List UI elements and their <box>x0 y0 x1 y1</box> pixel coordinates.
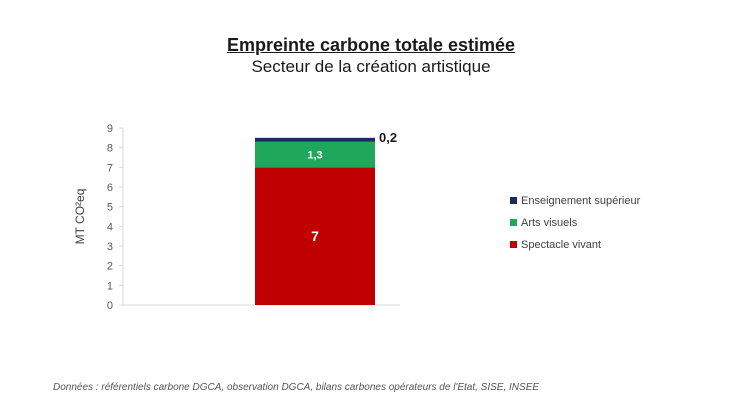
y-tick-label: 4 <box>107 221 113 233</box>
y-tick-label: 3 <box>107 241 113 253</box>
legend-label-arts-visuels: Arts visuels <box>521 217 578 229</box>
y-tick-label: 7 <box>107 162 113 174</box>
chart-subtitle: Secteur de la création artistique <box>251 57 491 76</box>
data-label-spectacle-vivant: 7 <box>311 228 319 244</box>
legend-swatch-spectacle-vivant <box>510 241 517 248</box>
bar-segment-enseignement-sup-rieur <box>255 137 375 142</box>
data-label-enseignement-sup-rieur: 0,2 <box>379 130 397 145</box>
chart-title: Empreinte carbone totale estimée <box>226 35 516 55</box>
y-tick-label: 1 <box>107 280 113 292</box>
y-tick-label: 9 <box>107 123 113 135</box>
bar-segment-arts-visuels <box>255 141 375 168</box>
y-tick-label: 2 <box>107 261 113 273</box>
y-tick-label: 6 <box>107 182 113 194</box>
y-tick-label: 5 <box>107 202 113 214</box>
legend-swatch-enseignement-sup-rieur <box>510 197 517 204</box>
data-label-arts-visuels: 1,3 <box>307 150 322 162</box>
data-source-note: Données : référentiels carbone DGCA, obs… <box>53 382 540 393</box>
y-tick-label: 8 <box>107 143 113 155</box>
y-axis-label: MT CO²eq <box>73 189 87 245</box>
legend-label-spectacle-vivant: Spectacle vivant <box>521 239 601 251</box>
legend-swatch-arts-visuels <box>510 219 517 226</box>
chart-title-block: Empreinte carbone totale estimée Secteur… <box>0 34 742 78</box>
bar-segment-spectacle-vivant <box>255 167 375 305</box>
legend-label-enseignement-sup-rieur: Enseignement supérieur <box>521 195 641 207</box>
y-tick-label: 0 <box>107 300 113 312</box>
